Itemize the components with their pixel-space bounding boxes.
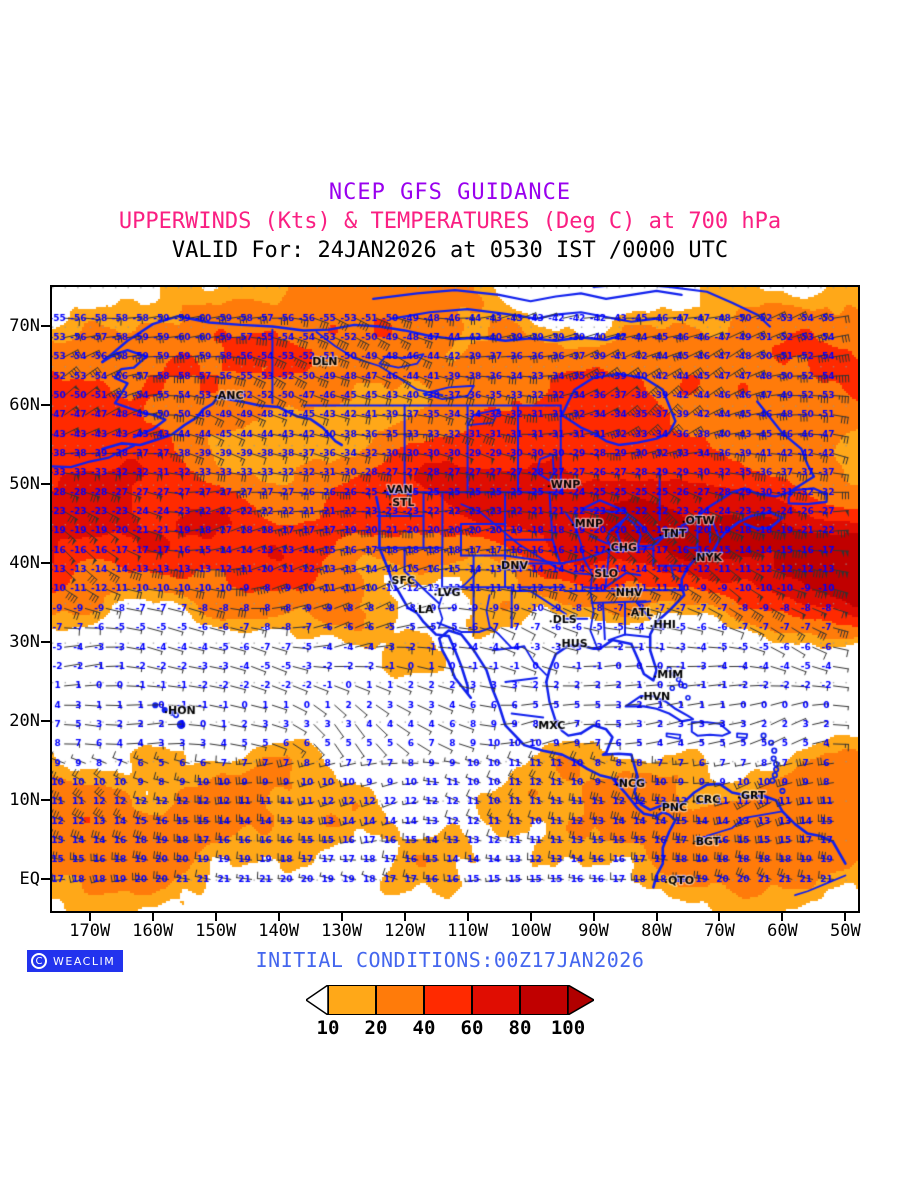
longitude-tick-60w: 60W — [767, 921, 798, 941]
latitude-tick-mark — [41, 878, 50, 881]
latitude-axis: 70N 60N 50N 40N 30N 20N 10N EQ — [0, 285, 50, 913]
longitude-tick-mark — [655, 913, 658, 921]
page-title-guidance: NCEP GFS GUIDANCE — [328, 180, 572, 205]
longitude-tick-100w: 100W — [510, 921, 552, 941]
latitude-tick-mark — [41, 483, 50, 486]
latitude-tick-10n: 10N — [9, 790, 40, 811]
title-block: NCEP GFS GUIDANCE UPPERWINDS (Kts) & TEM… — [0, 180, 900, 263]
longitude-tick-50w: 50W — [830, 921, 861, 941]
initial-conditions-label: INITIAL CONDITIONS:00Z17JAN2026 — [255, 948, 645, 972]
longitude-tick-mark — [88, 913, 91, 921]
longitude-axis: 170W 160W 150W 140W 130W 120W 110W 100W 90W 80W 70… — [50, 913, 861, 953]
colorbar-label-20: 20 — [364, 1017, 388, 1039]
colorbar: 10 20 40 60 80 100 — [0, 985, 900, 1043]
longitude-tick-mark — [844, 913, 847, 921]
longitude-tick-70w: 70W — [704, 921, 735, 941]
colorbar-label-60: 60 — [460, 1017, 484, 1039]
latitude-tick-30n: 30N — [9, 632, 40, 653]
longitude-tick-mark — [214, 913, 217, 921]
latitude-tick-mark — [41, 325, 50, 328]
weather-map-canvas — [52, 287, 858, 911]
colorbar-tick-labels: 10 20 40 60 80 100 — [0, 1017, 900, 1043]
latitude-tick-40n: 40N — [9, 553, 40, 574]
logo-label: WEACLIM — [53, 954, 116, 968]
colorbar-cell-40 — [424, 985, 472, 1015]
latitude-tick-mark — [41, 404, 50, 407]
longitude-tick-110w: 110W — [447, 921, 489, 941]
longitude-tick-mark — [718, 913, 721, 921]
longitude-tick-120w: 120W — [384, 921, 426, 941]
colorbar-label-40: 40 — [412, 1017, 436, 1039]
longitude-tick-mark — [781, 913, 784, 921]
longitude-tick-170w: 170W — [69, 921, 111, 941]
longitude-tick-mark — [403, 913, 406, 921]
colorbar-cell-10 — [328, 985, 376, 1015]
colorbar-swatches — [0, 985, 900, 1015]
longitude-tick-130w: 130W — [321, 921, 363, 941]
copyright-icon: C — [31, 953, 47, 969]
latitude-tick-mark — [41, 720, 50, 723]
longitude-tick-mark — [340, 913, 343, 921]
latitude-tick-mark — [41, 562, 50, 565]
latitude-tick-eq: EQ — [19, 869, 40, 890]
longitude-tick-mark — [277, 913, 280, 921]
colorbar-cell-20 — [376, 985, 424, 1015]
map-plot-area[interactable] — [50, 285, 860, 913]
page-title-variables: UPPERWINDS (Kts) & TEMPERATURES (Deg C) … — [118, 209, 782, 234]
longitude-tick-140w: 140W — [258, 921, 300, 941]
latitude-tick-mark — [41, 641, 50, 644]
latitude-tick-60n: 60N — [9, 395, 40, 416]
colorbar-label-80: 80 — [508, 1017, 532, 1039]
longitude-tick-90w: 90W — [578, 921, 609, 941]
colorbar-label-10: 10 — [316, 1017, 340, 1039]
colorbar-cell-80 — [520, 985, 568, 1015]
longitude-tick-mark — [529, 913, 532, 921]
longitude-tick-mark — [151, 913, 154, 921]
colorbar-extend-high — [568, 985, 594, 1015]
latitude-tick-20n: 20N — [9, 711, 40, 732]
longitude-tick-mark — [592, 913, 595, 921]
colorbar-extend-low — [306, 985, 328, 1015]
longitude-tick-80w: 80W — [641, 921, 672, 941]
weaclim-logo: C WEACLIM — [27, 950, 124, 972]
latitude-tick-70n: 70N — [9, 316, 40, 337]
latitude-tick-50n: 50N — [9, 474, 40, 495]
colorbar-label-100: 100 — [550, 1017, 586, 1039]
longitude-tick-160w: 160W — [132, 921, 174, 941]
page-title-valid-time: VALID For: 24JAN2026 at 0530 IST /0000 U… — [171, 238, 729, 263]
colorbar-cell-60 — [472, 985, 520, 1015]
longitude-tick-mark — [466, 913, 469, 921]
longitude-tick-150w: 150W — [195, 921, 237, 941]
latitude-tick-mark — [41, 799, 50, 802]
